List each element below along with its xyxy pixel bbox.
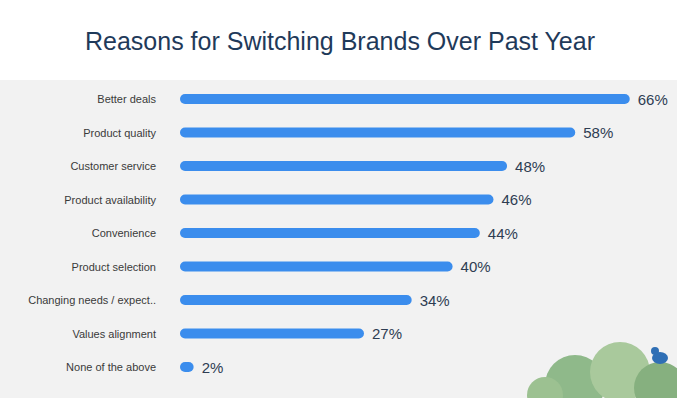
category-label: Customer service	[70, 160, 156, 172]
category-label: Product availability	[64, 194, 156, 206]
bar	[180, 362, 194, 372]
category-label: Better deals	[97, 93, 156, 105]
bar	[180, 94, 630, 104]
data-label: 66%	[638, 91, 668, 108]
panel	[0, 80, 677, 398]
bar	[180, 262, 453, 272]
bar	[180, 329, 364, 339]
bush	[634, 362, 677, 398]
category-label: Changing needs / expect..	[28, 294, 156, 306]
category-label: Convenience	[92, 227, 156, 239]
data-label: 40%	[461, 258, 491, 275]
bar	[180, 161, 507, 171]
background	[0, 0, 677, 398]
category-label: Product selection	[72, 261, 156, 273]
bars	[180, 94, 630, 372]
chart: Reasons for Switching Brands Over Past Y…	[0, 0, 677, 398]
data-label: 27%	[372, 325, 402, 342]
title: Reasons for Switching Brands Over Past Y…	[85, 27, 595, 55]
bar	[180, 128, 575, 138]
data-label: 44%	[488, 225, 518, 242]
bird	[651, 347, 659, 355]
bar	[180, 195, 493, 205]
data-label: 46%	[501, 191, 531, 208]
bar	[180, 295, 412, 305]
category-label: None of the above	[66, 361, 156, 373]
data-label: 58%	[583, 124, 613, 141]
labels: Better deals 66% Product quality 58% Custome…	[28, 91, 668, 376]
decoration	[527, 342, 677, 398]
category-label: Product quality	[83, 127, 156, 139]
data-label: 34%	[420, 292, 450, 309]
data-label: 48%	[515, 158, 545, 175]
category-label: Values alignment	[72, 328, 156, 340]
data-label: 2%	[202, 359, 224, 376]
bush	[527, 377, 563, 398]
bar	[180, 228, 480, 238]
